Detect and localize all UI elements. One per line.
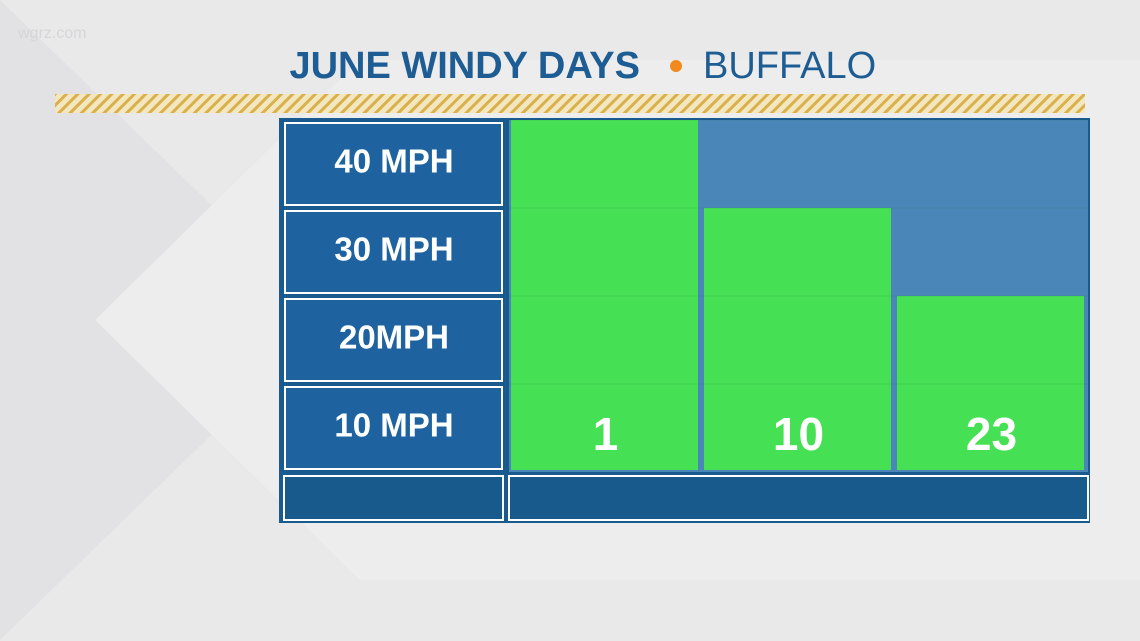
footer-cell <box>508 475 1089 521</box>
y-tick-label: 20MPH <box>339 319 449 356</box>
hatched-stripe <box>55 94 1085 113</box>
chart-subtitle: BUFFALO <box>703 45 876 87</box>
separator-dot <box>670 60 682 72</box>
data-label: 1 <box>593 408 619 460</box>
watermark: wgrz.com <box>17 25 86 42</box>
y-tick-label: 10 MPH <box>334 407 453 444</box>
y-tick-cell <box>284 386 503 470</box>
y-tick-cell <box>284 210 503 294</box>
data-label: 23 <box>966 408 1017 460</box>
data-label: 10 <box>773 408 824 460</box>
bar <box>704 208 891 470</box>
y-tick-label: 40 MPH <box>334 143 453 180</box>
bar <box>511 120 698 470</box>
chart-title: JUNE WINDY DAYS <box>289 45 640 87</box>
footer-cell <box>283 475 504 521</box>
y-tick-cell <box>284 122 503 206</box>
bar <box>897 296 1084 470</box>
y-tick-label: 30 MPH <box>334 231 453 268</box>
y-tick-cell <box>284 298 503 382</box>
